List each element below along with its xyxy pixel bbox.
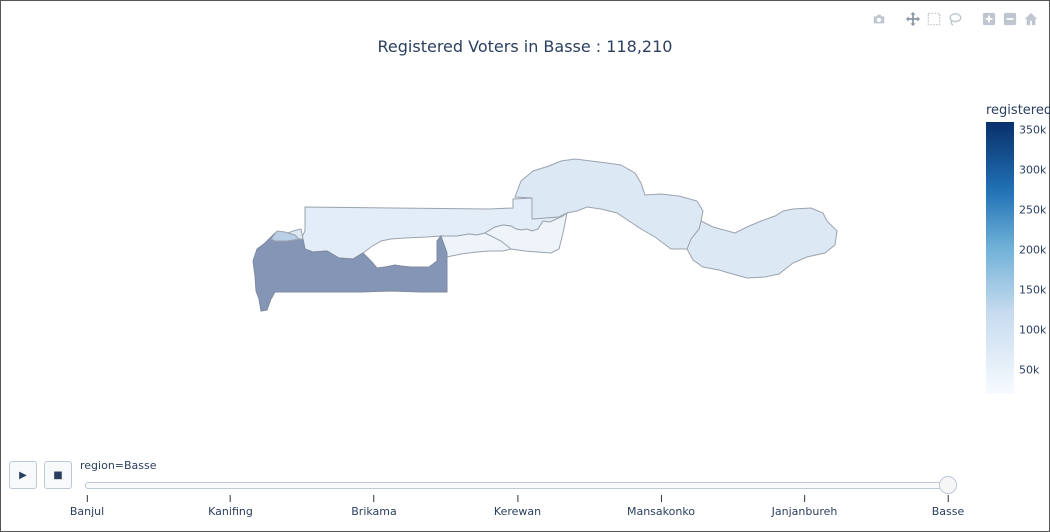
- slider-step-label[interactable]: Mansakonko: [626, 505, 696, 518]
- region-banjul[interactable]: [270, 230, 301, 242]
- region-janjanbureh[interactable]: [514, 158, 704, 250]
- slider-step[interactable]: Banjul: [70, 495, 104, 518]
- slider-step-label[interactable]: Kerewan: [493, 505, 542, 518]
- colorbar-tick: 150k: [1019, 283, 1047, 297]
- colorbar-tick: 300k: [1019, 163, 1047, 177]
- home-icon[interactable]: [1023, 11, 1039, 27]
- region-mansakonko[interactable]: [436, 211, 568, 258]
- slider-track[interactable]: [85, 482, 955, 489]
- colorbar-tick: 250k: [1019, 203, 1047, 217]
- choropleth-map[interactable]: [241, 121, 851, 321]
- slider-step-label[interactable]: Janjanbureh: [771, 505, 838, 518]
- colorbar-tick: 200k: [1019, 243, 1047, 257]
- slider-current-value: region=Basse: [80, 459, 157, 472]
- animation-controls: ▶ ■: [9, 461, 72, 489]
- slider-step[interactable]: Kerewan: [494, 495, 541, 518]
- slider-step-label[interactable]: Basse: [931, 505, 965, 518]
- lasso-icon[interactable]: [947, 11, 963, 27]
- modebar: [871, 11, 1039, 27]
- colorbar-tick: 50k: [1019, 363, 1040, 377]
- slider-step[interactable]: Basse: [931, 495, 965, 518]
- slider-step[interactable]: Janjanbureh: [771, 495, 838, 518]
- zoom-in-icon[interactable]: [981, 11, 997, 27]
- pan-icon[interactable]: [905, 11, 921, 27]
- box-select-icon[interactable]: [926, 11, 942, 27]
- slider-step-tick: [516, 495, 518, 502]
- region-brikama[interactable]: [252, 232, 448, 312]
- colorbar-gradient: [986, 122, 1014, 394]
- slider-step-tick: [373, 495, 375, 502]
- slider-step-label[interactable]: Kanifing: [208, 505, 253, 518]
- slider-step[interactable]: Mansakonko: [627, 495, 695, 518]
- slider-step-label[interactable]: Brikama: [351, 505, 397, 518]
- play-button[interactable]: ▶: [9, 461, 37, 489]
- slider-handle[interactable]: [939, 476, 957, 494]
- slider-step[interactable]: Brikama: [351, 495, 397, 518]
- stop-button[interactable]: ■: [44, 461, 72, 489]
- slider-step-label[interactable]: Banjul: [69, 505, 105, 518]
- chart-title: Registered Voters in Basse : 118,210: [377, 37, 673, 56]
- slider-step-tick: [229, 495, 231, 502]
- colorbar-title: registered: [986, 103, 1050, 118]
- slider-step-tick: [947, 495, 949, 502]
- colorbar-tick: 100k: [1019, 323, 1047, 337]
- camera-icon[interactable]: [871, 11, 887, 27]
- colorbar: registered 350k 300k 250k 200k 150k 100k 50k: [983, 101, 1050, 401]
- region-basse[interactable]: [686, 207, 838, 279]
- slider-step-tick: [803, 495, 805, 502]
- slider-step-tick: [660, 495, 662, 502]
- slider-step[interactable]: Kanifing: [208, 495, 253, 518]
- zoom-out-icon[interactable]: [1002, 11, 1018, 27]
- colorbar-tick: 350k: [1019, 123, 1047, 137]
- slider-step-tick: [86, 495, 88, 502]
- gambia-map: [252, 158, 838, 312]
